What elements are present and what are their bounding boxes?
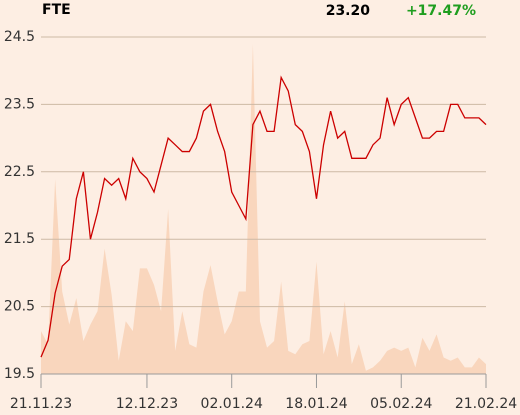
x-tick-label: 21.02.24 [455,396,517,412]
y-tick-label: 23.5 [4,96,35,112]
x-tick-label: 12.12.23 [116,396,178,412]
chart-title: FTE [42,2,71,18]
y-tick-label: 19.5 [4,366,35,382]
price-change: +17.47% [406,3,476,19]
x-tick-label: 02.01.24 [201,396,263,412]
x-tick-label: 21.11.23 [10,396,72,412]
last-price: 23.20 [326,3,371,19]
y-tick-label: 21.5 [4,231,35,247]
price-line [40,75,487,358]
x-tick-label: 18.01.24 [285,396,347,412]
x-tick-label: 05.02.24 [370,396,432,412]
y-tick-label: 20.5 [4,299,35,315]
y-tick-label: 24.5 [4,29,35,45]
y-tick-label: 22.5 [4,164,35,180]
volume-area [41,44,486,374]
